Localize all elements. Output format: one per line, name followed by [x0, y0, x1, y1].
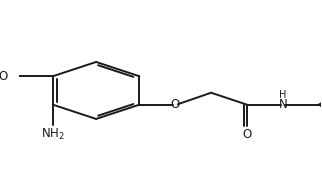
Text: N: N	[279, 98, 287, 111]
Text: NH$_2$: NH$_2$	[41, 127, 65, 142]
Text: O: O	[0, 70, 8, 83]
Text: H: H	[279, 90, 287, 100]
Text: O: O	[171, 98, 180, 111]
Text: O: O	[242, 128, 252, 141]
